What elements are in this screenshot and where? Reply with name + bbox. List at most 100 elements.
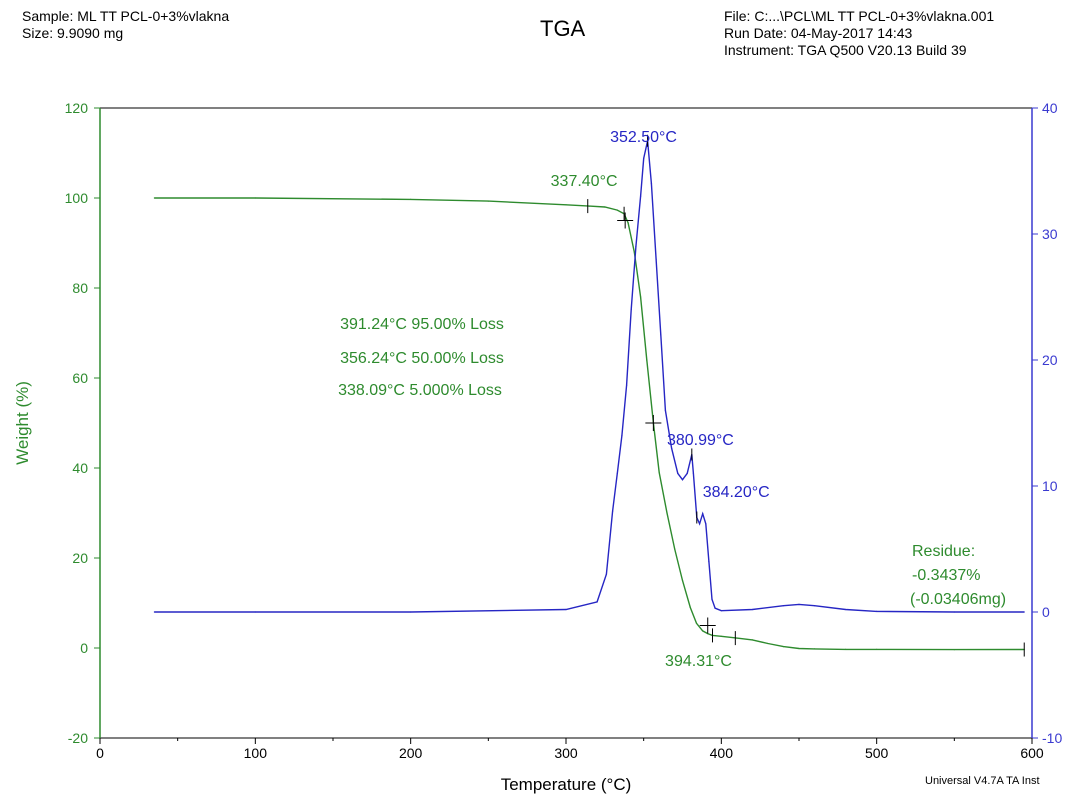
derivative-point — [845, 609, 846, 610]
derivative-point — [876, 611, 877, 612]
weight-point — [634, 251, 635, 252]
y2-tick-label: 0 — [1042, 604, 1050, 620]
derivative-point — [783, 605, 784, 606]
y-tick-label: 20 — [72, 550, 88, 566]
weight-point — [154, 197, 155, 198]
y-tick-label: 100 — [65, 190, 89, 206]
weight-point — [798, 648, 799, 649]
peak3-label: 384.20°C — [703, 484, 770, 501]
residue-label: Residue: — [912, 543, 975, 560]
derivative-point — [640, 196, 641, 197]
y2-tick-label: 10 — [1042, 478, 1058, 494]
derivative-point — [565, 609, 566, 610]
weight-point — [682, 580, 683, 581]
weight-point — [589, 206, 590, 207]
weight-point — [767, 643, 768, 644]
derivative-point — [693, 473, 694, 474]
y2-tick-label: 40 — [1042, 100, 1058, 116]
weight-point — [736, 638, 737, 639]
derivative-point — [154, 611, 155, 612]
derivative-point — [643, 158, 644, 159]
weight-point — [628, 222, 629, 223]
derivative-point — [651, 183, 652, 184]
weight-point — [690, 607, 691, 608]
weight-point — [814, 648, 815, 649]
y-tick-label: 60 — [72, 370, 88, 386]
weight-point — [659, 472, 660, 473]
y-tick-label: -20 — [68, 730, 88, 746]
derivative-point — [677, 473, 678, 474]
derivative-point — [597, 601, 598, 602]
y2-tick-label: 20 — [1042, 352, 1058, 368]
derivative-point — [656, 259, 657, 260]
y-tick-label: 80 — [72, 280, 88, 296]
y2-tick-label: -10 — [1042, 730, 1062, 746]
derivative-point — [814, 605, 815, 606]
y-tick-label: 0 — [80, 640, 88, 656]
x-tick-label: 300 — [554, 745, 578, 761]
weight-point — [617, 210, 618, 211]
derivative-point — [715, 608, 716, 609]
y-tick-label: 120 — [65, 100, 89, 116]
x-tick-label: 100 — [244, 745, 268, 761]
x-axis-label: Temperature (°C) — [501, 775, 632, 794]
derivative-point — [699, 523, 700, 524]
y-tick-label: 40 — [72, 460, 88, 476]
derivative-point — [687, 473, 688, 474]
weight-point — [954, 649, 955, 650]
weight-point — [876, 649, 877, 650]
derivative-point — [705, 523, 706, 524]
weight-point — [604, 206, 605, 207]
loss-50-label: 356.24°C 50.00% Loss — [340, 350, 504, 367]
derivative-point — [708, 561, 709, 562]
x-tick-label: 400 — [710, 745, 734, 761]
derivative-point — [612, 511, 613, 512]
derivative-point — [721, 610, 722, 611]
derivative-point — [665, 410, 666, 411]
loss-5-label: 338.09°C 5.000% Loss — [338, 382, 502, 399]
derivative-point — [255, 611, 256, 612]
derivative-point — [682, 479, 683, 480]
weight-point — [783, 646, 784, 647]
weight-point — [702, 630, 703, 631]
derivative-point — [752, 609, 753, 610]
derivative-point — [660, 334, 661, 335]
end-label: 394.31°C — [665, 653, 732, 670]
weight-point — [646, 359, 647, 360]
x-tick-label: 500 — [865, 745, 889, 761]
y2-tick-label: 30 — [1042, 226, 1058, 242]
loss-95-label: 391.24°C 95.00% Loss — [340, 316, 504, 333]
residue-mass: (-0.03406mg) — [910, 591, 1006, 608]
weight-point — [721, 636, 722, 637]
peak2-label: 380.99°C — [667, 432, 734, 449]
x-tick-label: 200 — [399, 745, 423, 761]
x-tick-label: 0 — [96, 745, 104, 761]
derivative-point — [711, 599, 712, 600]
derivative-weight-curve — [154, 141, 1024, 612]
derivative-point — [617, 473, 618, 474]
derivative-point — [798, 604, 799, 605]
derivative-point — [631, 309, 632, 310]
weight-point — [410, 199, 411, 200]
x-tick-label: 600 — [1020, 745, 1044, 761]
derivative-point — [954, 611, 955, 612]
derivative-point — [626, 385, 627, 386]
peak1-label: 352.50°C — [610, 129, 677, 146]
y-axis-label: Weight (%) — [13, 381, 32, 465]
weight-point — [640, 296, 641, 297]
weight-point — [255, 197, 256, 198]
weight-curve — [154, 198, 1024, 650]
weight-point — [696, 623, 697, 624]
weight-point — [666, 512, 667, 513]
weight-point — [752, 639, 753, 640]
weight-point — [488, 201, 489, 202]
derivative-point — [621, 435, 622, 436]
derivative-point — [635, 246, 636, 247]
derivative-point — [702, 513, 703, 514]
derivative-point — [1024, 611, 1025, 612]
weight-point — [845, 649, 846, 650]
software-version: Universal V4.7A TA Inst — [925, 775, 1040, 787]
weight-point — [565, 204, 566, 205]
weight-point — [674, 548, 675, 549]
derivative-point — [606, 574, 607, 575]
